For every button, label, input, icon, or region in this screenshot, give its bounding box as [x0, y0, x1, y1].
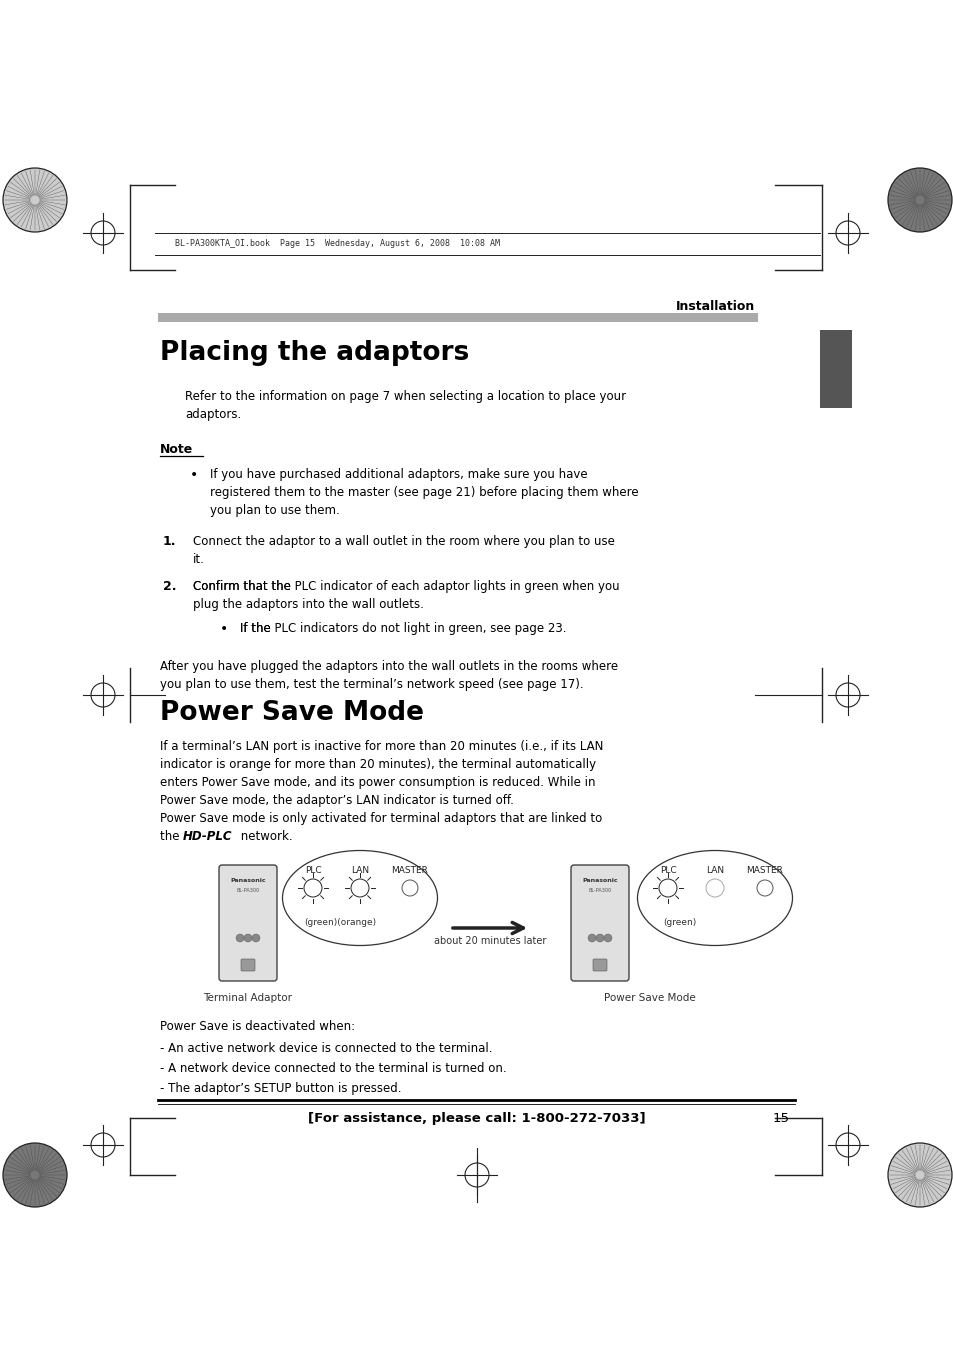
Text: 1.: 1.: [163, 535, 176, 549]
Bar: [158, 313, 758, 322]
Text: Panasonic: Panasonic: [581, 878, 618, 884]
Text: (green)(orange): (green)(orange): [304, 917, 375, 927]
Ellipse shape: [282, 851, 437, 946]
Text: Power Save is deactivated when:: Power Save is deactivated when:: [160, 1020, 355, 1034]
Text: •: •: [220, 621, 228, 636]
Text: [For assistance, please call: 1-800-272-7033]: [For assistance, please call: 1-800-272-…: [308, 1112, 645, 1125]
Text: LAN: LAN: [351, 866, 369, 875]
FancyBboxPatch shape: [241, 959, 254, 971]
Text: Note: Note: [160, 443, 193, 457]
Text: 2.: 2.: [163, 580, 176, 593]
Text: - An active network device is connected to the terminal.: - An active network device is connected …: [160, 1042, 492, 1055]
Circle shape: [596, 934, 603, 942]
Text: MASTER: MASTER: [391, 866, 428, 875]
Text: HD-PLC: HD-PLC: [183, 830, 233, 843]
Circle shape: [603, 934, 612, 942]
Text: If the PLC indicators do not light in green, see page 23.: If the PLC indicators do not light in gr…: [240, 621, 566, 635]
Circle shape: [3, 1143, 67, 1206]
Text: - A network device connected to the terminal is turned on.: - A network device connected to the term…: [160, 1062, 506, 1075]
Text: Placing the adaptors: Placing the adaptors: [160, 340, 469, 366]
Text: If a terminal’s LAN port is inactive for more than 20 minutes (i.e., if its LAN
: If a terminal’s LAN port is inactive for…: [160, 740, 602, 807]
Text: MASTER: MASTER: [746, 866, 782, 875]
Circle shape: [244, 934, 252, 942]
FancyBboxPatch shape: [593, 959, 606, 971]
Circle shape: [3, 168, 67, 232]
Text: Terminal Adaptor: Terminal Adaptor: [203, 993, 293, 1002]
Circle shape: [235, 934, 244, 942]
Text: Power Save Mode: Power Save Mode: [603, 993, 695, 1002]
Text: Power Save mode is only activated for terminal adaptors that are linked to: Power Save mode is only activated for te…: [160, 812, 601, 825]
Text: Confirm that the: Confirm that the: [193, 580, 294, 593]
Text: Connect the adaptor to a wall outlet in the room where you plan to use
it.: Connect the adaptor to a wall outlet in …: [193, 535, 615, 566]
Text: Confirm that the PLC indicator of each adaptor lights in green when you
plug the: Confirm that the PLC indicator of each a…: [193, 580, 619, 611]
Circle shape: [587, 934, 596, 942]
Text: •: •: [190, 467, 198, 482]
Text: BL-PA300: BL-PA300: [236, 888, 259, 893]
Text: about 20 minutes later: about 20 minutes later: [434, 936, 546, 946]
Circle shape: [887, 1143, 951, 1206]
Text: Panasonic: Panasonic: [230, 878, 266, 884]
Text: Installation: Installation: [675, 300, 754, 313]
Text: After you have plugged the adaptors into the wall outlets in the rooms where
you: After you have plugged the adaptors into…: [160, 661, 618, 690]
Text: Power Save Mode: Power Save Mode: [160, 700, 423, 725]
Text: BL-PA300: BL-PA300: [588, 888, 611, 893]
Text: PLC: PLC: [304, 866, 321, 875]
Text: - The adaptor’s SETUP button is pressed.: - The adaptor’s SETUP button is pressed.: [160, 1082, 401, 1096]
Ellipse shape: [637, 851, 792, 946]
FancyBboxPatch shape: [571, 865, 628, 981]
Text: 15: 15: [772, 1112, 789, 1125]
Text: If you have purchased additional adaptors, make sure you have
registered them to: If you have purchased additional adaptor…: [210, 467, 638, 517]
Text: If the: If the: [240, 621, 274, 635]
Text: LAN: LAN: [705, 866, 723, 875]
Text: English: English: [830, 349, 841, 389]
FancyBboxPatch shape: [219, 865, 276, 981]
Text: Refer to the information on page 7 when selecting a location to place your
adapt: Refer to the information on page 7 when …: [185, 390, 625, 422]
Text: (green): (green): [662, 917, 696, 927]
Text: the: the: [160, 830, 183, 843]
Bar: [820, 330, 851, 408]
Circle shape: [252, 934, 260, 942]
Circle shape: [887, 168, 951, 232]
Text: network.: network.: [236, 830, 293, 843]
Text: PLC: PLC: [659, 866, 676, 875]
Text: BL-PA300KTA_OI.book  Page 15  Wednesday, August 6, 2008  10:08 AM: BL-PA300KTA_OI.book Page 15 Wednesday, A…: [174, 239, 499, 249]
